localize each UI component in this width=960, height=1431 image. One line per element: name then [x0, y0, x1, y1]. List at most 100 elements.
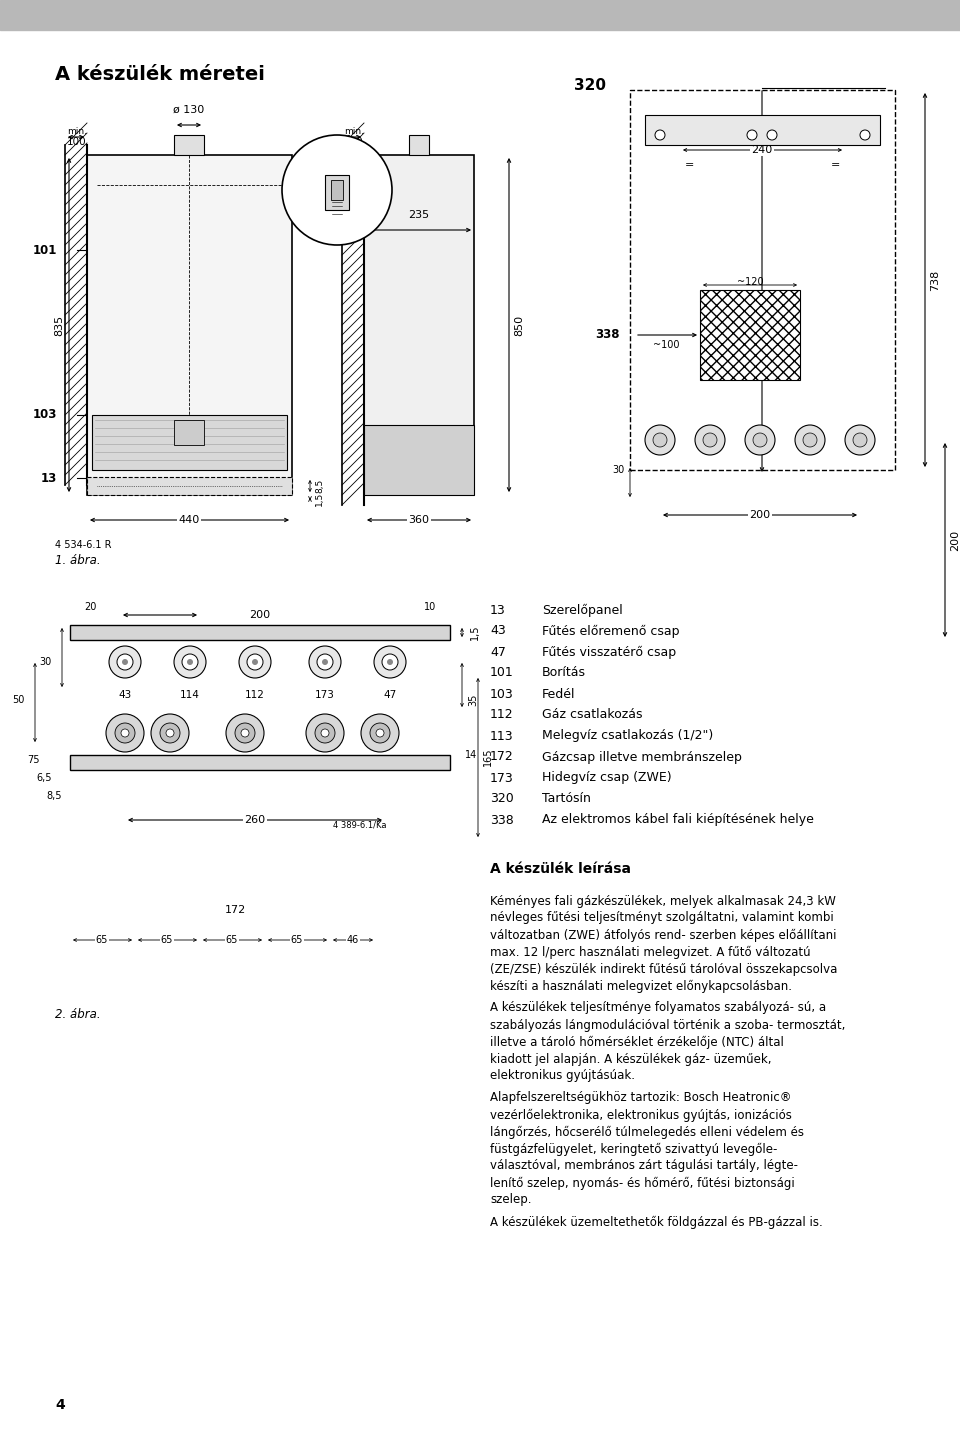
Text: 835: 835: [54, 315, 64, 335]
Circle shape: [753, 434, 767, 446]
Text: 4 534-6.1 R: 4 534-6.1 R: [55, 539, 111, 550]
Text: Fűtés visszatérő csap: Fűtés visszatérő csap: [542, 645, 676, 658]
Circle shape: [767, 130, 777, 140]
Circle shape: [387, 660, 393, 665]
Text: Az elektromos kábel fali kiépítésének helye: Az elektromos kábel fali kiépítésének he…: [542, 813, 814, 827]
Circle shape: [653, 434, 667, 446]
Circle shape: [655, 130, 665, 140]
Circle shape: [109, 645, 141, 678]
Text: Kéményes fali gázkészülékek, melyek alkalmasak 24,3 kW: Kéményes fali gázkészülékek, melyek alka…: [490, 894, 836, 907]
Circle shape: [106, 714, 144, 753]
Circle shape: [241, 728, 249, 737]
Bar: [364, 155, 474, 495]
Text: (ZE/ZSE) készülék indirekt fűtésű tárolóval összekapcsolva: (ZE/ZSE) készülék indirekt fűtésű tároló…: [490, 963, 837, 976]
Bar: [409, 135, 429, 155]
Text: 114: 114: [180, 690, 200, 700]
Text: 35: 35: [468, 694, 478, 705]
Text: 13: 13: [40, 471, 57, 485]
Circle shape: [117, 654, 133, 670]
Text: 200: 200: [250, 610, 271, 620]
Circle shape: [115, 723, 135, 743]
Text: 173: 173: [490, 771, 514, 784]
Circle shape: [247, 654, 263, 670]
Circle shape: [376, 728, 384, 737]
Text: 101: 101: [33, 243, 57, 256]
Circle shape: [235, 723, 255, 743]
Text: 112: 112: [490, 708, 514, 721]
Bar: [630, 90, 895, 469]
Text: 100: 100: [67, 137, 86, 147]
Text: 338: 338: [490, 813, 514, 827]
Text: 47: 47: [490, 645, 506, 658]
Text: 46: 46: [347, 934, 359, 944]
Text: max. 12 l/perc használati melegvizet. A fűtő változatú: max. 12 l/perc használati melegvizet. A …: [490, 946, 810, 959]
Text: 100: 100: [344, 137, 364, 147]
Circle shape: [370, 723, 390, 743]
Text: Alapfelszereltségükhöz tartozik: Bosch Heatronic®: Alapfelszereltségükhöz tartozik: Bosch H…: [490, 1092, 791, 1105]
Circle shape: [122, 660, 128, 665]
Text: 200: 200: [750, 509, 771, 519]
Circle shape: [182, 654, 198, 670]
Text: 103: 103: [33, 408, 57, 422]
Text: választóval, membrános zárt tágulási tartály, légte-: választóval, membrános zárt tágulási tar…: [490, 1159, 798, 1172]
Text: 65: 65: [291, 934, 303, 944]
Text: 50: 50: [12, 695, 25, 705]
Text: 10: 10: [424, 602, 436, 612]
Bar: [174, 135, 204, 155]
Bar: [645, 114, 880, 145]
Text: 172: 172: [225, 904, 246, 914]
Text: Fedél: Fedél: [542, 687, 575, 701]
Bar: [70, 756, 450, 770]
Circle shape: [309, 645, 341, 678]
Circle shape: [306, 714, 344, 753]
Text: füstgázfelügyelet, keringtető szivattyú levegőle-: füstgázfelügyelet, keringtető szivattyú …: [490, 1142, 778, 1156]
Text: Fűtés előremenő csap: Fűtés előremenő csap: [542, 624, 680, 638]
Circle shape: [315, 723, 335, 743]
Text: 1,5: 1,5: [315, 492, 324, 507]
Circle shape: [174, 645, 206, 678]
Bar: [87, 477, 292, 495]
Text: névleges fűtési teljesítményt szolgáltatni, valamint kombi: névleges fűtési teljesítményt szolgáltat…: [490, 912, 833, 924]
Circle shape: [252, 660, 258, 665]
Text: 165: 165: [483, 748, 493, 766]
Text: 43: 43: [118, 690, 132, 700]
Circle shape: [151, 714, 189, 753]
Text: ~100: ~100: [750, 298, 777, 308]
Text: 103: 103: [490, 687, 514, 701]
Text: 65: 65: [226, 934, 238, 944]
Text: 360: 360: [409, 515, 429, 525]
Circle shape: [226, 714, 264, 753]
Text: változatban (ZWE) átfolyós rend- szerben képes előállítani: változatban (ZWE) átfolyós rend- szerben…: [490, 929, 836, 942]
Circle shape: [845, 425, 875, 455]
Text: 240: 240: [752, 145, 773, 155]
Circle shape: [745, 425, 775, 455]
Text: kiadott jel alapján. A készülékek gáz- üzeműek,: kiadott jel alapján. A készülékek gáz- ü…: [490, 1052, 772, 1066]
Text: szelep.: szelep.: [490, 1193, 532, 1206]
Text: =: =: [830, 160, 840, 170]
Circle shape: [321, 728, 329, 737]
Circle shape: [695, 425, 725, 455]
Bar: [0, 0, 960, 30]
Circle shape: [853, 434, 867, 446]
Circle shape: [322, 660, 328, 665]
Text: 235: 235: [408, 210, 429, 220]
Text: Gázcsap illetve membránszelep: Gázcsap illetve membránszelep: [542, 750, 742, 764]
Text: 1. ábra.: 1. ábra.: [55, 554, 101, 567]
Circle shape: [239, 645, 271, 678]
Text: készíti a használati melegvizet előnykapcsolásban.: készíti a használati melegvizet előnykap…: [490, 979, 792, 993]
Circle shape: [645, 425, 675, 455]
Circle shape: [121, 728, 129, 737]
Bar: [87, 155, 292, 495]
Circle shape: [374, 645, 406, 678]
Text: 30: 30: [39, 657, 52, 667]
Bar: [700, 290, 800, 381]
Text: 75: 75: [28, 756, 40, 766]
Circle shape: [187, 660, 193, 665]
Circle shape: [160, 723, 180, 743]
Text: 338: 338: [595, 329, 620, 342]
Circle shape: [382, 654, 398, 670]
Bar: [325, 175, 349, 210]
Text: 4: 4: [55, 1398, 64, 1412]
Text: 113: 113: [490, 730, 514, 743]
Text: 1,5: 1,5: [470, 624, 480, 640]
